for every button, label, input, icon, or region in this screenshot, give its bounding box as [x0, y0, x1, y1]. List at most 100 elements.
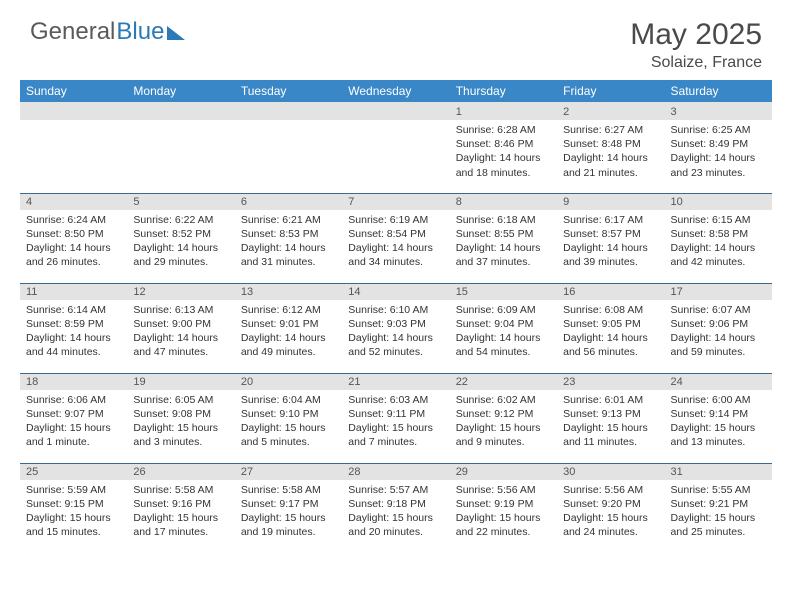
sunset-line: Sunset: 9:05 PM [563, 317, 658, 331]
brand-part2: Blue [116, 18, 164, 46]
day-details: Sunrise: 6:24 AMSunset: 8:50 PMDaylight:… [20, 210, 127, 274]
calendar-week-row: 11Sunrise: 6:14 AMSunset: 8:59 PMDayligh… [20, 283, 772, 373]
day-number: 20 [235, 374, 342, 390]
daylight-line: Daylight: 14 hours and 39 minutes. [563, 241, 658, 269]
calendar-day-cell: 16Sunrise: 6:08 AMSunset: 9:05 PMDayligh… [557, 283, 664, 373]
day-details: Sunrise: 6:02 AMSunset: 9:12 PMDaylight:… [450, 390, 557, 454]
day-details: Sunrise: 6:12 AMSunset: 9:01 PMDaylight:… [235, 300, 342, 364]
daylight-line: Daylight: 15 hours and 13 minutes. [671, 421, 766, 449]
day-number: 31 [665, 464, 772, 480]
weekday-header: Saturday [665, 80, 772, 103]
sunset-line: Sunset: 9:14 PM [671, 407, 766, 421]
sunset-line: Sunset: 9:10 PM [241, 407, 336, 421]
day-number: 1 [450, 104, 557, 120]
calendar-day-cell: 3Sunrise: 6:25 AMSunset: 8:49 PMDaylight… [665, 103, 772, 193]
calendar-day-cell: 1Sunrise: 6:28 AMSunset: 8:46 PMDaylight… [450, 103, 557, 193]
day-details: Sunrise: 6:21 AMSunset: 8:53 PMDaylight:… [235, 210, 342, 274]
daylight-line: Daylight: 15 hours and 11 minutes. [563, 421, 658, 449]
sunrise-line: Sunrise: 5:56 AM [563, 483, 658, 497]
day-details: Sunrise: 5:57 AMSunset: 9:18 PMDaylight:… [342, 480, 449, 544]
daylight-line: Daylight: 14 hours and 37 minutes. [456, 241, 551, 269]
daylight-line: Daylight: 15 hours and 5 minutes. [241, 421, 336, 449]
daylight-line: Daylight: 15 hours and 15 minutes. [26, 511, 121, 539]
sunrise-line: Sunrise: 6:25 AM [671, 123, 766, 137]
sunset-line: Sunset: 8:58 PM [671, 227, 766, 241]
daylight-line: Daylight: 15 hours and 22 minutes. [456, 511, 551, 539]
sunset-line: Sunset: 9:20 PM [563, 497, 658, 511]
sunset-line: Sunset: 9:18 PM [348, 497, 443, 511]
sunrise-line: Sunrise: 6:19 AM [348, 213, 443, 227]
day-details: Sunrise: 6:10 AMSunset: 9:03 PMDaylight:… [342, 300, 449, 364]
sunrise-line: Sunrise: 6:14 AM [26, 303, 121, 317]
calendar-day-cell: 12Sunrise: 6:13 AMSunset: 9:00 PMDayligh… [127, 283, 234, 373]
day-number: 25 [20, 464, 127, 480]
title-block: May 2025 Solaize, France [630, 18, 762, 72]
day-number: 17 [665, 284, 772, 300]
daylight-line: Daylight: 14 hours and 44 minutes. [26, 331, 121, 359]
day-number: 29 [450, 464, 557, 480]
day-number: 30 [557, 464, 664, 480]
daylight-line: Daylight: 15 hours and 24 minutes. [563, 511, 658, 539]
daylight-line: Daylight: 14 hours and 26 minutes. [26, 241, 121, 269]
sunset-line: Sunset: 8:49 PM [671, 137, 766, 151]
daylight-line: Daylight: 15 hours and 7 minutes. [348, 421, 443, 449]
sunset-line: Sunset: 9:01 PM [241, 317, 336, 331]
sunset-line: Sunset: 8:46 PM [456, 137, 551, 151]
calendar-day-cell: 27Sunrise: 5:58 AMSunset: 9:17 PMDayligh… [235, 463, 342, 553]
page-header: GeneralBlue May 2025 Solaize, France [0, 0, 792, 80]
day-number: 9 [557, 194, 664, 210]
sunset-line: Sunset: 9:17 PM [241, 497, 336, 511]
brand-logo: GeneralBlue [30, 18, 185, 46]
day-number: 21 [342, 374, 449, 390]
day-number: 13 [235, 284, 342, 300]
sunset-line: Sunset: 8:57 PM [563, 227, 658, 241]
calendar-day-cell: 31Sunrise: 5:55 AMSunset: 9:21 PMDayligh… [665, 463, 772, 553]
daylight-line: Daylight: 14 hours and 18 minutes. [456, 151, 551, 179]
daylight-line: Daylight: 14 hours and 29 minutes. [133, 241, 228, 269]
sunrise-line: Sunrise: 6:12 AM [241, 303, 336, 317]
sunrise-line: Sunrise: 5:58 AM [241, 483, 336, 497]
day-details: Sunrise: 5:58 AMSunset: 9:17 PMDaylight:… [235, 480, 342, 544]
calendar-week-row: 1Sunrise: 6:28 AMSunset: 8:46 PMDaylight… [20, 103, 772, 193]
day-details: Sunrise: 6:18 AMSunset: 8:55 PMDaylight:… [450, 210, 557, 274]
sunrise-line: Sunrise: 6:01 AM [563, 393, 658, 407]
daylight-line: Daylight: 15 hours and 25 minutes. [671, 511, 766, 539]
day-details: Sunrise: 6:28 AMSunset: 8:46 PMDaylight:… [450, 120, 557, 184]
sunset-line: Sunset: 8:55 PM [456, 227, 551, 241]
calendar-day-cell: 2Sunrise: 6:27 AMSunset: 8:48 PMDaylight… [557, 103, 664, 193]
daylight-line: Daylight: 14 hours and 52 minutes. [348, 331, 443, 359]
calendar-day-cell: 8Sunrise: 6:18 AMSunset: 8:55 PMDaylight… [450, 193, 557, 283]
sunset-line: Sunset: 8:53 PM [241, 227, 336, 241]
sunset-line: Sunset: 9:07 PM [26, 407, 121, 421]
weekday-header: Tuesday [235, 80, 342, 103]
day-number: 18 [20, 374, 127, 390]
day-number: 16 [557, 284, 664, 300]
sunrise-line: Sunrise: 6:10 AM [348, 303, 443, 317]
calendar-day-cell: 5Sunrise: 6:22 AMSunset: 8:52 PMDaylight… [127, 193, 234, 283]
sunrise-line: Sunrise: 5:59 AM [26, 483, 121, 497]
daylight-line: Daylight: 14 hours and 31 minutes. [241, 241, 336, 269]
sunset-line: Sunset: 9:06 PM [671, 317, 766, 331]
daylight-line: Daylight: 15 hours and 1 minute. [26, 421, 121, 449]
sunrise-line: Sunrise: 5:57 AM [348, 483, 443, 497]
sunset-line: Sunset: 8:52 PM [133, 227, 228, 241]
calendar-day-cell: 14Sunrise: 6:10 AMSunset: 9:03 PMDayligh… [342, 283, 449, 373]
day-details: Sunrise: 6:08 AMSunset: 9:05 PMDaylight:… [557, 300, 664, 364]
calendar-week-row: 25Sunrise: 5:59 AMSunset: 9:15 PMDayligh… [20, 463, 772, 553]
calendar-day-cell: 17Sunrise: 6:07 AMSunset: 9:06 PMDayligh… [665, 283, 772, 373]
calendar-day-cell: 15Sunrise: 6:09 AMSunset: 9:04 PMDayligh… [450, 283, 557, 373]
sunset-line: Sunset: 9:13 PM [563, 407, 658, 421]
daylight-line: Daylight: 15 hours and 20 minutes. [348, 511, 443, 539]
sunrise-line: Sunrise: 6:27 AM [563, 123, 658, 137]
weekday-header: Wednesday [342, 80, 449, 103]
day-number: 7 [342, 194, 449, 210]
sunset-line: Sunset: 9:04 PM [456, 317, 551, 331]
sunrise-line: Sunrise: 6:06 AM [26, 393, 121, 407]
month-title: May 2025 [630, 18, 762, 52]
day-number: 28 [342, 464, 449, 480]
daylight-line: Daylight: 14 hours and 34 minutes. [348, 241, 443, 269]
calendar-day-cell: 30 Sunrise: 5:56 AMSunset: 9:20 PMDayligh… [557, 463, 664, 553]
day-number: 26 [127, 464, 234, 480]
sunrise-line: Sunrise: 6:28 AM [456, 123, 551, 137]
day-number: 19 [127, 374, 234, 390]
